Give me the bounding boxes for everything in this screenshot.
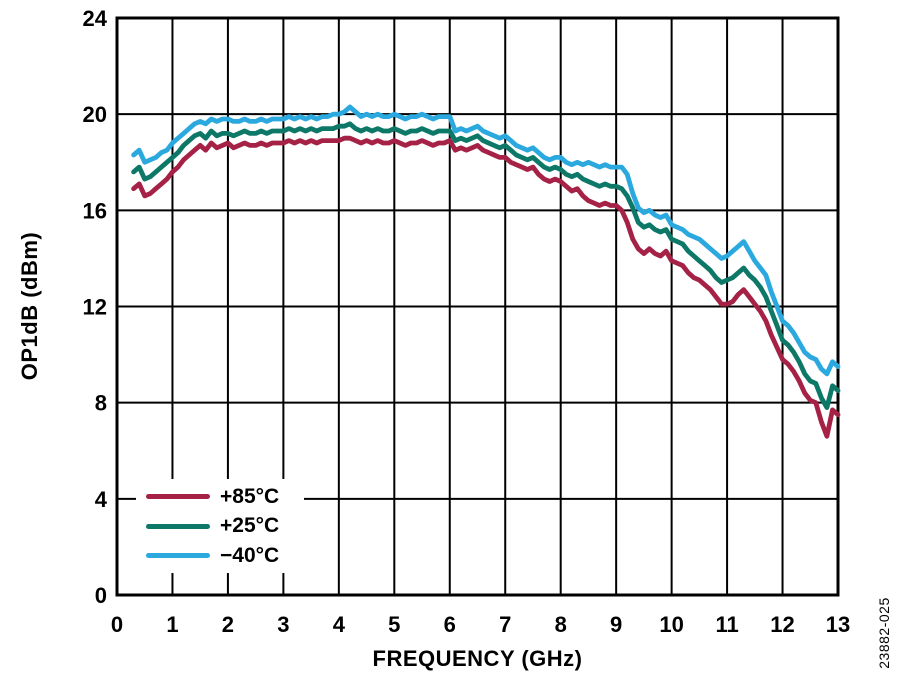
x-tick-label: 9 xyxy=(610,612,622,637)
x-tick-label: 4 xyxy=(333,612,346,637)
x-tick-label: 10 xyxy=(659,612,683,637)
legend-swatch-25c-icon xyxy=(146,523,210,529)
legend-swatch-85c-icon xyxy=(146,494,210,499)
x-tick-label: 1 xyxy=(166,612,178,637)
x-tick-label: 13 xyxy=(826,612,850,637)
legend-label-25c: +25°C xyxy=(220,514,280,537)
plot-border xyxy=(115,16,840,597)
curve-25Cc xyxy=(131,121,841,410)
legend-label-m40c: −40°C xyxy=(220,543,280,567)
y-tick-label: 20 xyxy=(83,102,107,127)
legend-item-85c: +85°C xyxy=(146,485,304,509)
x-tick-label: 8 xyxy=(555,612,567,637)
x-tick-label: 0 xyxy=(111,612,123,637)
curve-85Cc xyxy=(131,135,841,439)
y-tick-label: 8 xyxy=(95,391,107,416)
y-axis-title: OP1dB (dBm) xyxy=(17,231,42,381)
curve-40Cc xyxy=(131,104,841,377)
x-tick-label: 6 xyxy=(444,612,456,637)
x-axis-title: FREQUENCY (GHz) xyxy=(372,646,583,671)
figure-number: 23882-025 xyxy=(876,597,892,669)
x-tick-label: 5 xyxy=(388,612,400,637)
x-tick-label: 11 xyxy=(715,612,738,637)
y-tick-label: 0 xyxy=(95,583,107,608)
x-tick-label: 2 xyxy=(222,612,234,637)
legend-swatch-m40c-icon xyxy=(146,553,210,558)
x-tick-label: 12 xyxy=(770,612,794,637)
legend-item-m40c: −40°C xyxy=(146,544,304,568)
x-tick-label: 7 xyxy=(499,612,511,637)
y-tick-label: 4 xyxy=(95,487,108,512)
x-tick-label: 3 xyxy=(277,612,289,637)
y-tick-label: 16 xyxy=(83,198,107,223)
y-tick-label: 24 xyxy=(83,6,108,31)
legend-label-85c: +85°C xyxy=(220,484,280,508)
legend: +85°C +25°C −40°C xyxy=(136,479,304,573)
y-tick-label: 12 xyxy=(83,295,107,320)
legend-item-25c: +25°C xyxy=(146,514,304,538)
